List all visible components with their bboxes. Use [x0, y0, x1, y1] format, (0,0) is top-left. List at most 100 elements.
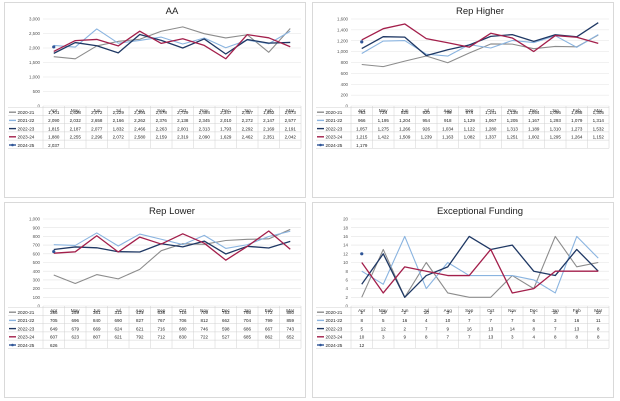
table-cell: 772 — [265, 310, 273, 315]
table-cell: 4 — [532, 335, 535, 340]
table-cell: 13 — [381, 310, 387, 315]
y-tick-label: 0 — [38, 304, 41, 309]
table-cell: 13 — [488, 335, 494, 340]
table-cell: 1,189 — [528, 126, 540, 131]
chart-title: AA — [166, 6, 179, 17]
table-cell: 649 — [50, 326, 58, 331]
table-cell: 2,032 — [70, 118, 82, 123]
table-cell: 1,179 — [356, 143, 368, 148]
table-cell: 3 — [554, 318, 557, 323]
table-cell: 2,673 — [285, 110, 297, 115]
table-cell: 743 — [286, 326, 294, 331]
table-cell: 2,037 — [48, 143, 60, 148]
series-line-2023-24 — [361, 23, 599, 53]
table-cell: 830 — [179, 335, 187, 340]
table-cell: 812 — [200, 318, 208, 323]
y-tick-label: 400 — [33, 269, 41, 274]
x-tick-label: Mar — [286, 308, 294, 313]
x-tick-label: Sep — [157, 308, 166, 313]
table-cell: 680 — [179, 326, 187, 331]
y-tick-label: 2 — [346, 295, 349, 300]
y-tick-label: 8 — [346, 269, 349, 274]
table-cell: 14 — [510, 326, 516, 331]
y-tick-label: 800 — [33, 234, 41, 239]
table-cell: 7 — [489, 318, 492, 323]
table-cell: 2,138 — [177, 118, 189, 123]
table-cell: 421 — [136, 310, 144, 315]
table-cell: 8 — [425, 335, 428, 340]
x-tick-label: Jul — [423, 108, 429, 113]
x-tick-label: Nov — [508, 308, 517, 313]
x-tick-label: Feb — [265, 308, 273, 313]
table-cell: 1,314 — [593, 118, 605, 123]
table-cell: 1,880 — [48, 135, 60, 140]
table-cell: 2 — [360, 310, 363, 315]
x-tick-label: Sep — [465, 308, 474, 313]
table-cell: 1,701 — [48, 110, 60, 115]
table-cell: 2,580 — [134, 135, 146, 140]
table-cell: 2,577 — [285, 118, 297, 123]
table-cell: 361 — [93, 310, 101, 315]
y-tick-label: 600 — [341, 71, 349, 76]
y-tick-label: 1,000 — [29, 75, 41, 80]
x-tick-label: May — [71, 108, 80, 113]
x-tick-label: Dec — [222, 308, 231, 313]
table-cell: 1,054 — [528, 110, 540, 115]
table-cell: 1,273 — [571, 126, 583, 131]
table-cell: 679 — [71, 326, 79, 331]
table-cell: 1,152 — [593, 135, 605, 140]
table-cell: 1,129 — [464, 118, 476, 123]
table-cell: 2,042 — [285, 135, 297, 140]
table-cell: 527 — [222, 335, 230, 340]
table-cell: 12 — [359, 343, 365, 348]
table-cell: 792 — [136, 335, 144, 340]
y-tick-label: 4 — [346, 286, 349, 291]
table-cell: 1,266 — [399, 126, 411, 131]
table-cell: 621 — [136, 326, 144, 331]
table-cell: 954 — [422, 118, 430, 123]
table-cell: 920 — [422, 110, 430, 115]
x-tick-label: Oct — [487, 308, 495, 313]
x-tick-label: Nov — [200, 108, 209, 113]
x-tick-label: Apr — [358, 108, 366, 113]
table-cell: 8 — [597, 335, 600, 340]
table-cell: 862 — [265, 335, 273, 340]
table-cell: 1,629 — [220, 135, 232, 140]
panel-aa: AA 0 500 1,000 1,500 2,000 2,500 3,000 Apr May Jun… — [4, 2, 306, 198]
table-cell: 825 — [401, 110, 409, 115]
table-cell: 1,122 — [464, 126, 476, 131]
series-point-2024-25 — [52, 249, 56, 254]
table-cell: 7 — [511, 310, 514, 315]
table-cell: 2,072 — [91, 110, 103, 115]
panel-rep-higher: Rep Higher 0 200 400 600 800 1,000 1,200 1,400 1,… — [312, 2, 614, 198]
table-cell: 753 — [222, 310, 230, 315]
table-cell: 880 — [286, 310, 294, 315]
y-tick-label: 6 — [346, 278, 349, 283]
series-line-2020-21 — [53, 228, 291, 285]
table-cell: 3 — [446, 310, 449, 315]
table-cell: 690 — [114, 318, 122, 323]
table-cell: 2,658 — [91, 118, 103, 123]
series-line-2021-22 — [361, 34, 599, 57]
chart-title: Rep Lower — [149, 206, 195, 217]
table-cell: 1,082 — [464, 135, 476, 140]
table-cell: 1,295 — [550, 135, 562, 140]
table-cell: 2,319 — [177, 135, 189, 140]
legend-label: 2020-21 — [326, 110, 343, 115]
y-tick-label: 2,500 — [29, 31, 41, 36]
table-cell: 2,351 — [263, 135, 275, 140]
table-cell: 652 — [286, 335, 294, 340]
y-tick-label: 300 — [33, 278, 41, 283]
x-tick-label: Nov — [508, 108, 517, 113]
table-cell: 10 — [359, 335, 365, 340]
table-cell: 722 — [200, 335, 208, 340]
y-tick-label: 10 — [343, 260, 348, 265]
table-cell: 16 — [467, 326, 473, 331]
table-cell: 1,293 — [550, 118, 562, 123]
legend-marker — [11, 343, 14, 347]
table-cell: 2,255 — [70, 135, 82, 140]
table-cell: 966 — [358, 118, 366, 123]
table-cell: 1,034 — [442, 126, 454, 131]
panel-rep-lower: Rep Lower 0 100 200 300 400 500 600 700 800 900 1,0… — [4, 202, 306, 398]
